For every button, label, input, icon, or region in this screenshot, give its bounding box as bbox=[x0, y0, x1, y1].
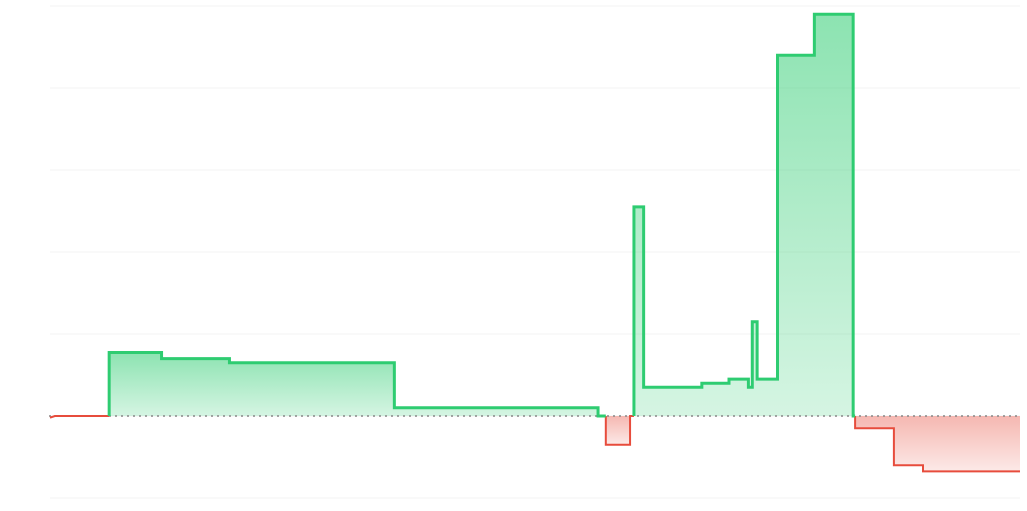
step-area-chart bbox=[0, 0, 1027, 511]
chart-svg bbox=[0, 0, 1027, 511]
